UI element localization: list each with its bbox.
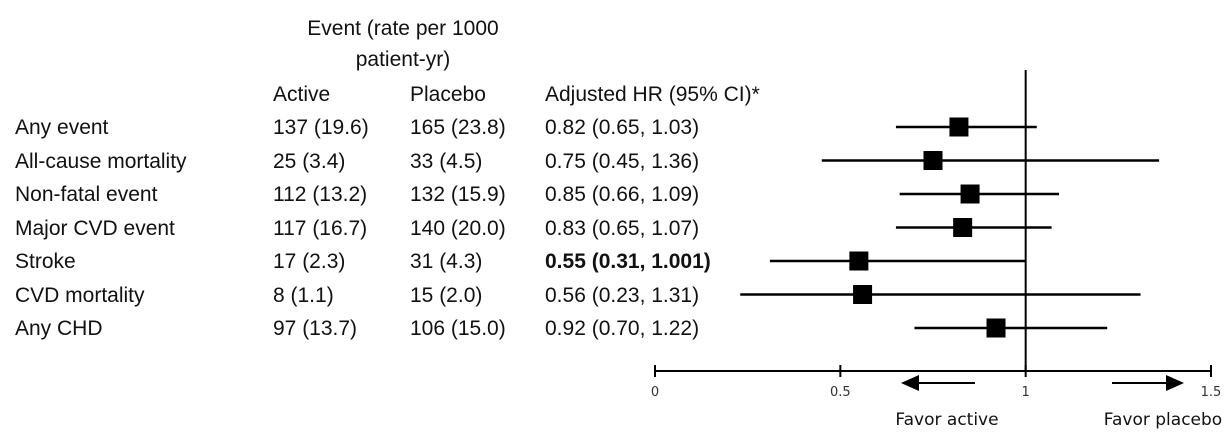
row-hr-value: 0.92 (0.70, 1.22) (545, 317, 700, 340)
row-label: Non-fatal event (15, 183, 158, 206)
row-hr-value: 0.82 (0.65, 1.03) (545, 116, 700, 139)
x-tick-label: 0 (651, 385, 659, 400)
row-placebo-value: 132 (15.9) (410, 183, 506, 206)
hr-marker (953, 218, 973, 237)
active-column-header: Active (273, 83, 331, 106)
favor-active-label: Favor active (895, 410, 998, 430)
row-hr-value: 0.56 (0.23, 1.31) (545, 283, 700, 307)
row-active-value: 25 (3.4) (273, 149, 346, 173)
event-header-line1: Event (rate per 1000 (307, 17, 499, 40)
row-placebo-value: 140 (20.0) (410, 216, 506, 240)
row-placebo-value: 31 (4.3) (410, 250, 483, 273)
hr-marker (986, 318, 1006, 338)
row-label: Any event (15, 116, 109, 139)
hr-marker (923, 151, 943, 170)
row-active-value: 117 (16.7) (273, 216, 368, 240)
hr-column-header: Adjusted HR (95% CI)* (545, 83, 760, 106)
row-active-value: 137 (19.6) (273, 116, 369, 139)
row-label: All-cause mortality (15, 149, 187, 173)
x-tick-label: 1 (1022, 385, 1030, 400)
row-active-value: 17 (2.3) (273, 250, 346, 273)
row-hr-value: 0.83 (0.65, 1.07) (545, 216, 700, 240)
event-header-line2: patient-yr) (355, 48, 451, 71)
row-active-value: 97 (13.7) (273, 317, 358, 340)
hr-marker (849, 251, 869, 271)
hr-marker (960, 184, 980, 204)
hr-marker (949, 117, 969, 137)
row-placebo-value: 106 (15.0) (410, 317, 506, 340)
placebo-column-header: Placebo (410, 83, 486, 106)
row-label: Any CHD (15, 317, 103, 340)
x-tick-label: 1.5 (1201, 385, 1222, 400)
row-label: Stroke (15, 250, 76, 273)
row-hr-value: 0.55 (0.31, 1.001) (545, 250, 711, 273)
row-label: CVD mortality (15, 283, 145, 307)
hr-marker (853, 285, 873, 304)
row-placebo-value: 165 (23.8) (410, 116, 506, 139)
row-hr-value: 0.85 (0.66, 1.09) (545, 183, 700, 206)
x-tick-label: 0.5 (830, 385, 851, 400)
row-label: Major CVD event (15, 216, 175, 240)
row-active-value: 112 (13.2) (273, 183, 368, 206)
row-hr-value: 0.75 (0.45, 1.36) (545, 149, 700, 173)
row-placebo-value: 33 (4.5) (410, 149, 483, 173)
row-active-value: 8 (1.1) (273, 283, 334, 307)
favor-placebo-label: Favor placebo (1104, 410, 1222, 430)
row-placebo-value: 15 (2.0) (410, 283, 483, 307)
